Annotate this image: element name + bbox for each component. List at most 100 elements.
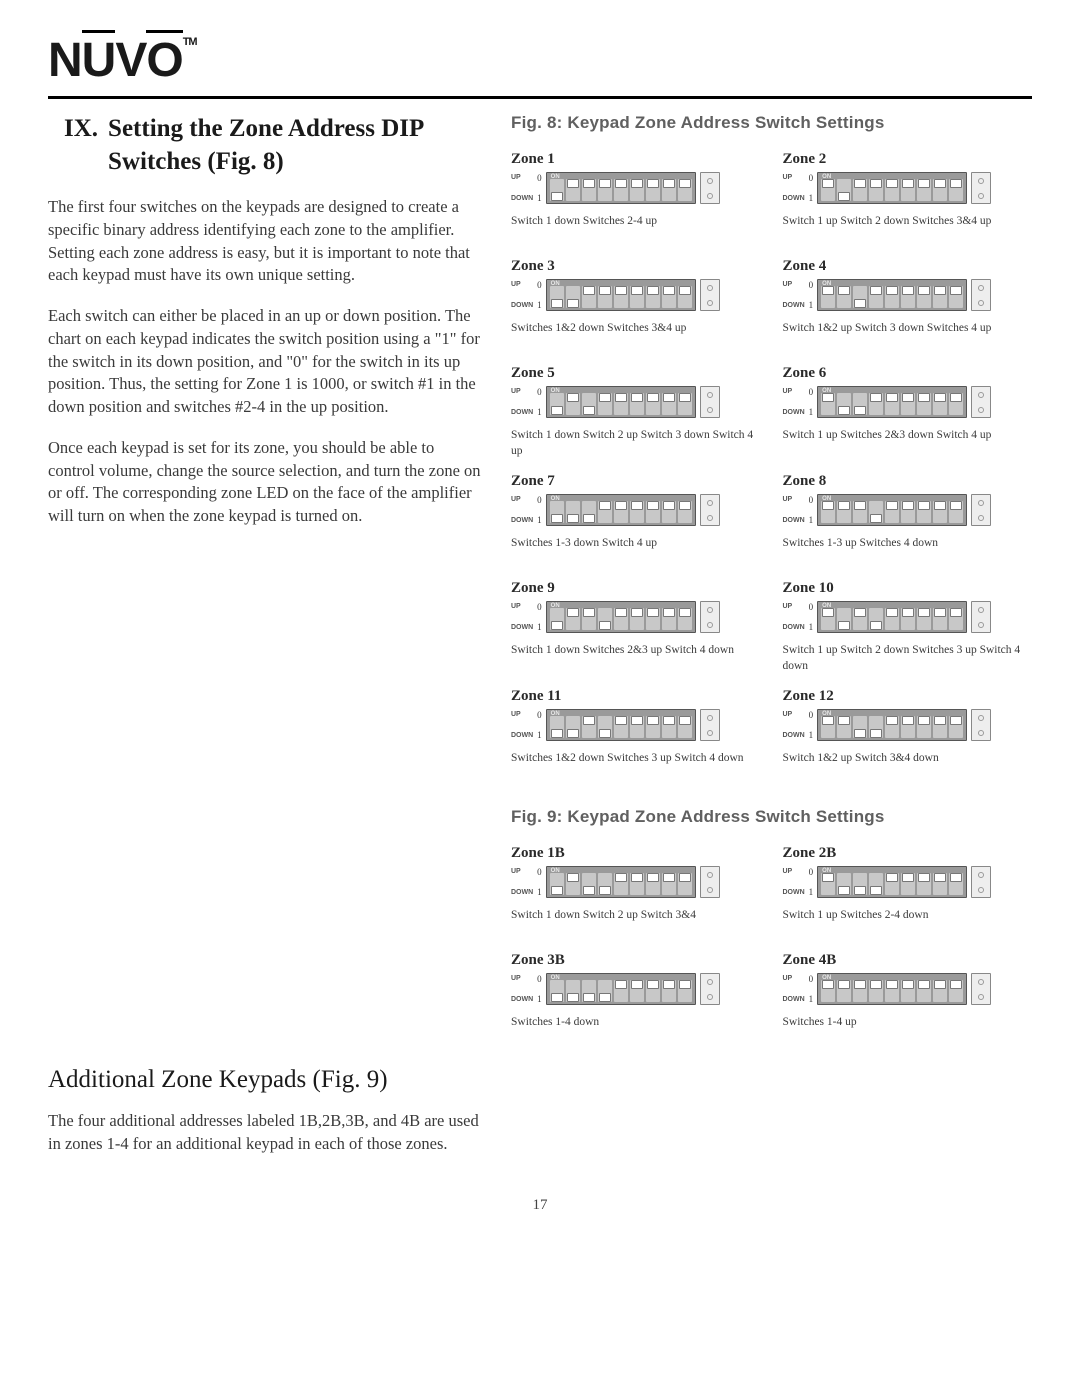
switch-number: 8 (662, 898, 676, 905)
switch-handle (631, 873, 643, 882)
switch-handle (551, 514, 563, 523)
switch-number: 5 (614, 633, 628, 640)
zone-label: Zone 2 (783, 151, 1033, 168)
switch-number: 9 (678, 633, 692, 640)
switch-handle (918, 179, 930, 188)
dip-switch-diagram: UPDOWN01ON123456789 (783, 601, 1033, 633)
switch-number: 5 (614, 418, 628, 425)
switch-handle (663, 286, 675, 295)
up-label: UP (783, 868, 805, 875)
switch-number: 4 (869, 1005, 883, 1012)
dip-switch-body: ON123456789 (817, 601, 967, 633)
zone-block: Zone 1UPDOWN01ON123456789Switch 1 down S… (511, 151, 761, 244)
switch-number: 5 (614, 526, 628, 533)
dip-switch-diagram: UPDOWN01ON123456789 (783, 494, 1033, 526)
dip-switch-4: 4 (598, 393, 612, 415)
switch-handle (647, 179, 659, 188)
zone-caption: Switch 1 down Switches 2&3 up Switch 4 d… (511, 643, 761, 673)
dip-switch-7: 7 (646, 501, 660, 523)
switch-number: 3 (853, 526, 867, 533)
down-label: DOWN (783, 732, 805, 739)
switch-number: 8 (662, 741, 676, 748)
switch-number: 4 (869, 204, 883, 211)
dip-switch-2: 2 (837, 393, 851, 415)
dip-switch-6: 6 (630, 501, 644, 523)
switch-number: 9 (949, 633, 963, 640)
switch-number: 7 (646, 898, 660, 905)
dip-switch-diagram: UPDOWN01ON123456789 (511, 172, 761, 204)
switch-number: 9 (949, 741, 963, 748)
switch-handle (886, 501, 898, 510)
zone-caption: Switch 1 up Switches 2-4 down (783, 908, 1033, 938)
switch-number: 4 (598, 311, 612, 318)
switch-handle (599, 393, 611, 402)
switch-number: 7 (917, 311, 931, 318)
one-label: 1 (537, 887, 542, 897)
dip-switch-diagram: UPDOWN01ON123456789 (511, 973, 761, 1005)
switch-number: 3 (582, 633, 596, 640)
zone-block: Zone 6UPDOWN01ON123456789Switch 1 up Swi… (783, 365, 1033, 459)
dip-switch-4: 4 (869, 286, 883, 308)
switch-handle (934, 393, 946, 402)
switch-handle (886, 393, 898, 402)
switch-handle (615, 393, 627, 402)
switch-number: 6 (630, 1005, 644, 1012)
switch-number: 6 (901, 526, 915, 533)
dip-switch-7: 7 (917, 608, 931, 630)
switch-number: 8 (662, 633, 676, 640)
zero-label: 0 (537, 602, 542, 612)
switch-number: 3 (582, 741, 596, 748)
switch-number: 5 (614, 311, 628, 318)
zone-caption: Switch 1 down Switch 2 up Switch 3&4 (511, 908, 761, 938)
dip-switch-2: 2 (837, 873, 851, 895)
dip-switch-2: 2 (837, 286, 851, 308)
mounting-plate (971, 494, 991, 526)
dip-switch-body: ON123456789 (817, 709, 967, 741)
dip-switch-6: 6 (901, 716, 915, 738)
switch-number: 3 (582, 418, 596, 425)
dip-switch-1: 1 (550, 716, 564, 738)
zone-label: Zone 3 (511, 258, 761, 275)
switch-number: 3 (582, 898, 596, 905)
dip-switch-diagram: UPDOWN01ON123456789 (783, 709, 1033, 741)
switch-handle (615, 179, 627, 188)
zone-caption: Switch 1 up Switch 2 down Switches 3&4 u… (783, 214, 1033, 244)
down-label: DOWN (783, 996, 805, 1003)
down-label: DOWN (511, 889, 533, 896)
switch-handle (567, 514, 579, 523)
switch-handle (886, 980, 898, 989)
switch-number: 9 (678, 898, 692, 905)
dip-switch-6: 6 (901, 179, 915, 201)
switch-handle (647, 716, 659, 725)
mounting-plate (700, 709, 720, 741)
dip-switch-6: 6 (630, 286, 644, 308)
switch-handle (950, 501, 962, 510)
dip-switch-5: 5 (885, 501, 899, 523)
switch-handle (679, 179, 691, 188)
switch-number: 7 (646, 418, 660, 425)
dip-switch-1: 1 (821, 980, 835, 1002)
screw-icon (707, 300, 713, 306)
dip-switch-5: 5 (885, 286, 899, 308)
screw-icon (707, 994, 713, 1000)
switch-number: 8 (933, 898, 947, 905)
switch-number: 1 (550, 898, 564, 905)
switch-handle (599, 886, 611, 895)
dip-switch-7: 7 (646, 873, 660, 895)
dip-switch-4: 4 (598, 286, 612, 308)
switch-number: 9 (949, 418, 963, 425)
switch-number: 6 (630, 633, 644, 640)
dip-switch-6: 6 (901, 393, 915, 415)
switch-handle (551, 406, 563, 415)
dip-switch-6: 6 (901, 980, 915, 1002)
switch-number: 3 (582, 526, 596, 533)
dip-switch-9: 9 (678, 608, 692, 630)
switch-number: 9 (678, 418, 692, 425)
switch-number: 8 (662, 311, 676, 318)
dip-switch-4: 4 (869, 873, 883, 895)
switch-handle (663, 980, 675, 989)
zone-label: Zone 1 (511, 151, 761, 168)
dip-switch-5: 5 (885, 873, 899, 895)
switch-handle (663, 179, 675, 188)
switch-handle (854, 608, 866, 617)
